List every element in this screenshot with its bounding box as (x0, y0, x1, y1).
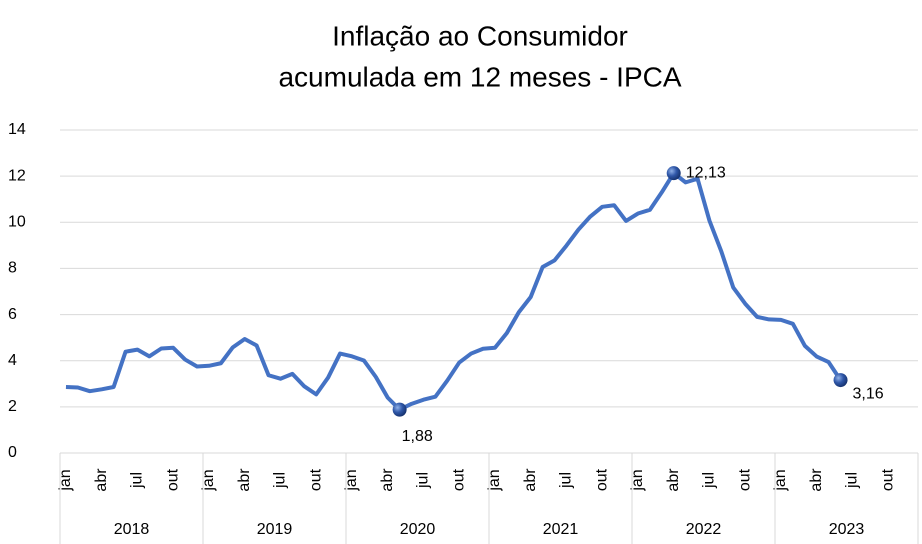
group-label: 2020 (400, 521, 436, 538)
y-tick-label: 4 (8, 352, 17, 369)
x-tick-label: jan (772, 469, 789, 491)
x-tick-label: abr (665, 468, 682, 492)
x-tick-label: out (736, 468, 753, 491)
group-label: 2019 (257, 521, 293, 538)
y-tick-label: 8 (8, 260, 17, 277)
x-tick-label: jul (701, 472, 718, 489)
y-tick-label: 12 (8, 167, 26, 184)
y-tick-label: 0 (8, 444, 17, 461)
x-tick-label: jul (558, 472, 575, 489)
data-label: 1,88 (402, 428, 433, 445)
group-label: 2018 (114, 521, 150, 538)
x-tick-label: out (593, 468, 610, 491)
chart-title: Inflação ao Consumidor (332, 20, 628, 51)
x-tick-label: out (164, 468, 181, 491)
x-tick-label: jul (844, 472, 861, 489)
y-tick-label: 6 (8, 306, 17, 323)
data-marker (392, 402, 407, 417)
group-label: 2023 (829, 521, 865, 538)
data-line (65, 171, 843, 412)
x-tick-label: jan (343, 469, 360, 491)
x-tick-label: jul (129, 472, 146, 489)
x-tick-label: out (450, 468, 467, 491)
data-marker (666, 166, 681, 181)
data-marker (833, 373, 848, 388)
y-tick-label: 10 (8, 214, 26, 231)
x-tick-label: jan (629, 469, 646, 491)
group-label: 2022 (686, 521, 722, 538)
x-tick-label: abr (93, 468, 110, 492)
x-tick-label: out (307, 468, 324, 491)
x-tick-label: abr (808, 468, 825, 492)
group-label: 2021 (543, 521, 579, 538)
data-label: 12,13 (686, 164, 726, 181)
x-tick-label: abr (236, 468, 253, 492)
chart-subtitle: acumulada em 12 meses - IPCA (278, 61, 681, 92)
y-tick-label: 2 (8, 398, 17, 415)
x-tick-label: jul (272, 472, 289, 489)
x-tick-label: out (879, 468, 896, 491)
data-label: 3,16 (853, 385, 884, 402)
y-tick-label: 14 (8, 121, 26, 138)
x-tick-label: jan (486, 469, 503, 491)
x-tick-label: abr (379, 468, 396, 492)
x-tick-label: jan (57, 469, 74, 491)
x-tick-label: abr (522, 468, 539, 492)
x-tick-label: jan (200, 469, 217, 491)
x-tick-label: jul (415, 472, 432, 489)
